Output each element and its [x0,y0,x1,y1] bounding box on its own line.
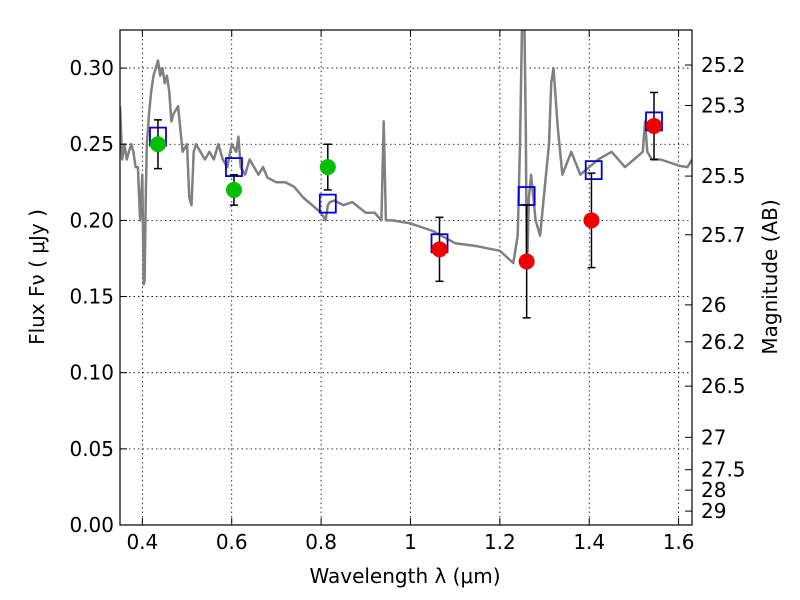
x-tick-label: 0.6 [216,530,248,554]
y-tick-label: 0.00 [69,513,114,537]
y2-axis-title: Magnitude (AB) [758,199,782,354]
x-tick-label: 1.6 [663,530,695,554]
y2-tick-label: 28 [701,478,726,502]
x-axis-title: Wavelength λ (μm) [309,564,500,588]
y-tick-label: 0.15 [69,285,114,309]
x-tick-label: 0.8 [305,530,337,554]
x-tick-label: 0.4 [126,530,158,554]
grid-layer [120,30,692,526]
y2-tick-label: 26 [701,293,726,317]
plot-frame [119,29,693,526]
x-tick-label: 1.4 [573,530,605,554]
observed-flux-point [646,117,663,134]
observed-flux-point [431,241,448,258]
y-tick-label: 0.30 [69,56,114,80]
y2-tick-label: 25.2 [701,53,746,77]
model-flux-box [584,160,603,181]
observed-flux-point [319,159,336,176]
y2-tick-label: 25.5 [701,164,746,188]
y2-tick-label: 27 [701,425,726,449]
observed-flux-point [518,253,535,270]
observed-flux-point [225,181,242,198]
y2-tick-label: 27.5 [701,458,746,482]
observed-flux-point [583,212,600,229]
axes-layer: 0.4 0.6 0.8 1 1.2 1.4 1.6 0.00 0.05 0.10 0.15 0.20 0… [69,29,746,554]
x-tick-label: 1 [404,530,417,554]
y2-tick-label: 25.7 [701,223,746,247]
y2-tick-label: 25.3 [701,94,746,118]
model-flux-box [318,193,337,214]
x-tick-label: 1.2 [484,530,516,554]
y2-tick-label: 26.2 [701,330,746,354]
y-tick-label: 0.05 [69,437,114,461]
series-layer [120,30,692,319]
model-spectrum-line [120,30,692,286]
observed-flux-point [149,136,166,153]
y2-tick-label: 26.5 [701,374,746,398]
y2-tick-label: 29 [701,499,726,523]
y-tick-label: 0.10 [69,361,114,385]
y-axis-title: Flux Fν ( μJy ) [25,209,49,345]
y-tick-label: 0.25 [69,132,114,156]
y-tick-label: 0.20 [69,208,114,232]
